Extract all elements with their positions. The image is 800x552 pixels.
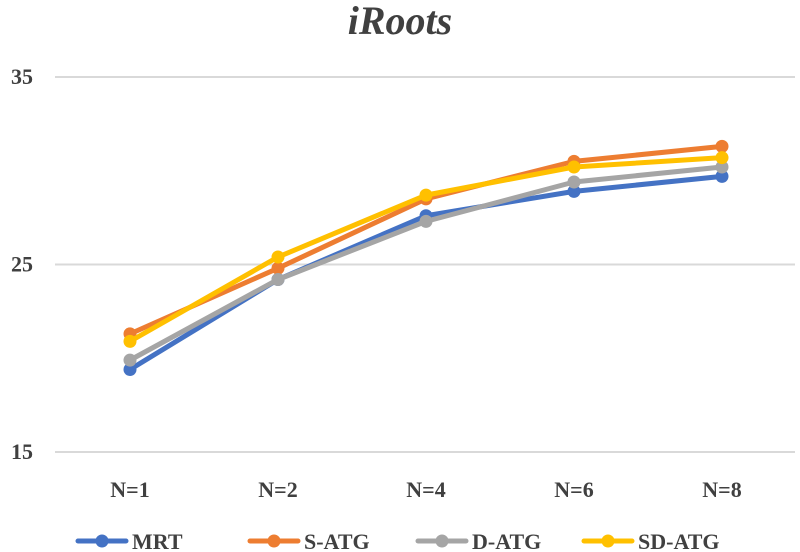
y-axis-ticks: 15 25 35 [11,64,33,464]
data-point-d-atg [271,273,285,286]
series-sd-atg [123,151,729,348]
x-tick-label: N=2 [258,477,297,502]
legend-swatch-marker [95,534,109,548]
data-point-mrt [715,169,729,183]
chart-title: iRoots [348,0,452,43]
data-point-sd-atg [419,188,433,202]
data-point-d-atg [123,353,137,367]
legend-label: SD-ATG [638,529,720,552]
data-point-sd-atg [567,160,581,174]
legend-swatch-marker [435,534,449,548]
series-d-atg [123,160,729,367]
data-point-s-atg [271,261,285,275]
data-point-s-atg [715,139,729,153]
x-tick-label: N=8 [702,477,741,502]
legend-swatch-marker [267,534,281,548]
legend-label: D-ATG [472,529,541,552]
series-lines [123,139,729,376]
legend-item-d-atg: D-ATG [415,529,541,552]
data-point-sd-atg [123,334,137,348]
legend-item-s-atg: S-ATG [247,529,370,552]
legend: MRT S-ATG D-ATG SD-ATG [75,529,720,552]
y-tick-label: 35 [11,64,33,89]
legend-swatch-marker [601,534,615,548]
data-point-mrt [567,184,581,198]
x-tick-label: N=6 [554,477,593,502]
x-axis-ticks: N=1 N=2 N=4 N=6 N=8 [110,477,741,502]
legend-item-mrt: MRT [75,529,183,552]
y-tick-label: 25 [11,252,33,277]
data-point-d-atg [715,160,729,174]
legend-label: S-ATG [304,529,370,552]
x-tick-label: N=1 [110,477,149,502]
data-point-sd-atg [715,151,729,165]
data-point-mrt [123,363,137,376]
legend-label: MRT [132,529,183,552]
data-point-d-atg [567,175,581,189]
series-s-atg [123,139,729,341]
legend-item-sd-atg: SD-ATG [581,529,720,552]
data-point-d-atg [419,214,433,228]
y-tick-label: 15 [11,439,33,464]
gridlines [55,76,795,453]
data-point-sd-atg [271,250,285,264]
x-tick-label: N=4 [406,477,445,502]
